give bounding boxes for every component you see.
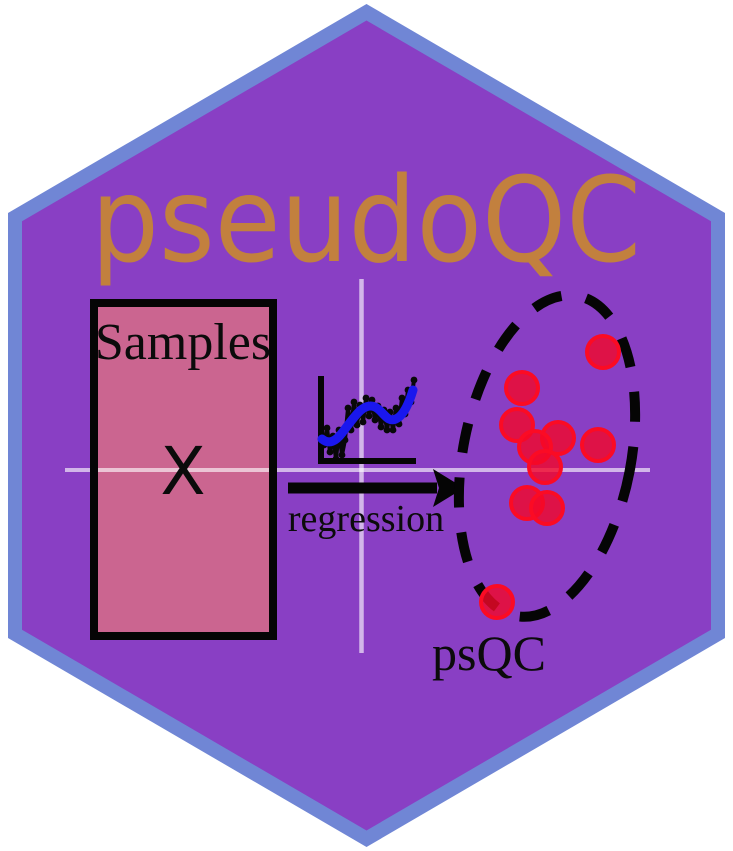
inset-noisy-dot [392, 404, 400, 412]
inset-noisy-dot [389, 426, 397, 434]
inset-noisy-dot [377, 423, 385, 431]
psqc-label: psQC [432, 625, 546, 681]
arrow-head [433, 469, 464, 507]
inset-noisy-dot [362, 394, 370, 402]
samples-label: Samples [95, 314, 271, 371]
sticker-title: pseudoQC [91, 151, 641, 289]
inset-noisy-dot [371, 416, 379, 424]
psqc-point [504, 370, 540, 406]
psqc-ellipse [453, 290, 641, 622]
inset-noisy-dot [344, 404, 352, 412]
psqc-point [527, 449, 563, 485]
samples-box-border [90, 299, 277, 640]
psqc-point [479, 584, 515, 620]
inset-axes [318, 376, 416, 464]
inset-noisy-dot [383, 426, 391, 434]
inset-noisy-dot [323, 424, 331, 432]
regression-arrow [288, 469, 464, 507]
inset-plot [317, 376, 418, 464]
inset-noisy-dot [350, 398, 358, 406]
psqc-point [580, 427, 616, 463]
psqc-point [529, 490, 565, 526]
psqc-points [479, 334, 621, 620]
inset-noisy-dot [410, 376, 418, 384]
inset-noisy-dot [365, 412, 373, 420]
matrix-x-symbol: X [160, 433, 205, 510]
regression-label: regression [288, 498, 444, 540]
inset-noisy-dot [338, 451, 346, 459]
inset-noisy-dot [353, 421, 361, 429]
inset-smooth-curve [317, 385, 418, 447]
psqc-point [585, 334, 621, 370]
inset-noisy-dot [326, 448, 334, 456]
inset-noisy-dot [398, 394, 406, 402]
inset-noisy-dot [359, 418, 367, 426]
